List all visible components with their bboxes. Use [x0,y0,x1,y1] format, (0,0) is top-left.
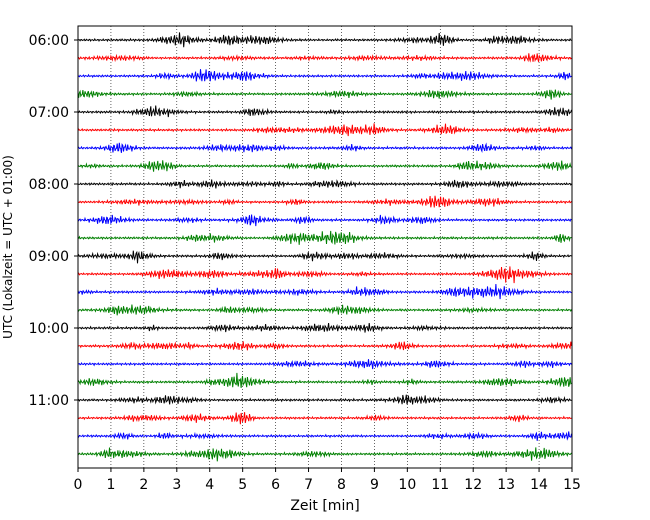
trace-22 [77,431,572,441]
trace-21 [77,412,572,425]
x-tick-label-4: 4 [205,477,214,493]
x-tick-label-15: 15 [563,477,581,493]
y-tick-label-09:00: 09:00 [29,249,69,265]
trace-4 [77,105,572,118]
y-axis: 06:00 07:00 08:00 09:00 10:00 11:00 [29,33,78,409]
x-tick-label-1: 1 [106,477,115,493]
trace-14 [77,283,572,300]
x-tick-label-6: 6 [271,477,280,493]
trace-23 [77,447,572,462]
y-tick-label-10:00: 10:00 [29,321,69,337]
x-tick-label-7: 7 [304,477,313,493]
trace-11 [77,230,572,245]
trace-10 [77,214,572,227]
x-tick-label-0: 0 [74,477,83,493]
x-axis: 0 1 2 3 4 5 6 7 8 9 10 11 12 13 14 15 [74,468,581,493]
y-tick-label-07:00: 07:00 [29,105,69,121]
traces [77,32,572,462]
x-tick-label-14: 14 [530,477,548,493]
y-axis-label: UTC (Lokalzeit = UTC + 01:00) [1,155,15,339]
trace-12 [77,250,572,264]
x-tick-label-8: 8 [337,477,346,493]
trace-17 [77,341,572,351]
trace-20 [77,394,572,405]
trace-5 [77,123,572,137]
x-tick-label-5: 5 [238,477,247,493]
trace-2 [77,69,572,82]
plot-frame [77,25,573,469]
trace-7 [77,160,572,172]
x-tick-label-11: 11 [431,477,449,493]
y-tick-label-08:00: 08:00 [29,177,69,193]
x-axis-label: Zeit [min] [290,498,359,514]
trace-0 [77,32,572,48]
x-tick-label-3: 3 [172,477,181,493]
trace-8 [77,179,572,189]
trace-15 [77,304,572,316]
x-tick-label-2: 2 [139,477,148,493]
trace-6 [77,142,572,154]
trace-19 [77,372,572,388]
x-tick-label-10: 10 [398,477,416,493]
trace-16 [77,323,572,333]
x-tick-label-9: 9 [370,477,379,493]
trace-13 [77,266,572,284]
trace-18 [77,359,572,370]
y-tick-label-11:00: 11:00 [29,393,69,409]
y-tick-label-06:00: 06:00 [29,33,69,49]
trace-9 [77,195,572,208]
x-tick-label-12: 12 [464,477,482,493]
trace-3 [77,89,572,100]
x-tick-label-13: 13 [497,477,515,493]
trace-1 [77,53,572,63]
